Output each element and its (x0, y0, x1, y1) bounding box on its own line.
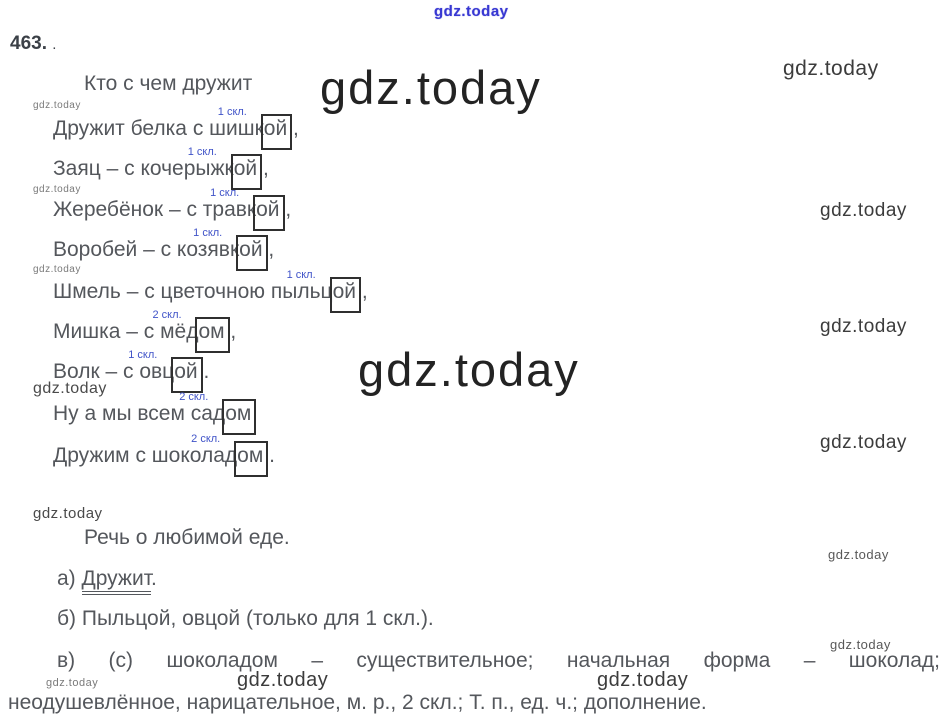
watermark-gdz-today-left-3: gdz.today (33, 264, 81, 275)
poem-line-text: Волк – с овц (53, 360, 175, 383)
case-ending-box: 1 скл. ой (128, 349, 204, 393)
poem-line-text: Мишка – с мёд (53, 320, 199, 343)
poem-line-text: Воробей – с козявк (53, 238, 240, 261)
poem-line-punctuation: . (263, 444, 275, 467)
declension-label: 2 скл. (191, 433, 221, 445)
watermark-gdz-today-bottom-2: gdz.today (237, 669, 329, 691)
answer-item-v-line2: неодушевлённое, нарицательное, м. р., 2 … (8, 691, 707, 714)
answer-a-suffix: . (151, 567, 157, 590)
poem-line: Шмель – с цветочною пыльц 1 скл. ой , (53, 269, 368, 313)
case-ending-box: 2 скл. ом (152, 309, 230, 353)
exercise-number-suffix: . (52, 36, 57, 53)
declension-label: 2 скл. (152, 309, 182, 321)
watermark-gdz-today-large-top: gdz.today (320, 61, 542, 114)
case-ending-box: 1 скл. ой (218, 106, 293, 150)
poem-line: Дружим с шоколад 2 скл. ом . (53, 433, 275, 477)
poem-line: Волк – с овц 1 скл. ой . (53, 349, 210, 393)
watermark-gdz-today-right-6: gdz.today (830, 637, 891, 652)
case-ending: ой (263, 117, 288, 140)
answer-item-a: а) Дружит. (57, 567, 157, 595)
poem-line: Ну а мы всем сад 2 скл. ом (53, 391, 257, 435)
case-ending-box: 2 скл. ом (191, 433, 269, 477)
case-ending: ой (233, 157, 258, 180)
case-ending-box: 2 скл. ом (179, 391, 257, 435)
watermark-gdz-today-left-1: gdz.today (33, 100, 81, 111)
declension-label: 1 скл. (286, 269, 316, 281)
case-ending-box: 1 скл. ой (188, 146, 263, 190)
watermark-gdz-today-large-middle: gdz.today (358, 343, 580, 396)
answer-item-b: б) Пыльцой, овцой (только для 1 скл.). (57, 607, 434, 630)
exercise-number: 463. . (10, 33, 56, 55)
poem-line: Дружит белка с шишк 1 скл. ой , (53, 106, 299, 150)
declension-label: 1 скл. (193, 227, 223, 239)
watermark-gdz-today-right-5: gdz.today (828, 547, 889, 562)
answer-a-predicate: Дружит (81, 567, 151, 595)
poem-line: Жеребёнок – с травк 1 скл. ой , (53, 187, 292, 231)
watermark-gdz-today-right-2: gdz.today (820, 200, 907, 221)
poem-line-punctuation: , (257, 157, 269, 180)
watermark-gdz-today-left-5: gdz.today (33, 505, 103, 522)
case-ending: ой (174, 360, 198, 383)
poem-line: Воробей – с козявк 1 скл. ой , (53, 227, 275, 271)
site-link[interactable]: gdz.today (434, 3, 509, 20)
poem-line-punctuation: , (355, 280, 368, 303)
poem-line: Мишка – с мёд 2 скл. ом , (53, 309, 237, 353)
answer-a-label: а) (57, 567, 82, 590)
poem-line-punctuation: , (262, 238, 275, 261)
case-ending: ой (239, 238, 263, 261)
watermark-gdz-today-left-2: gdz.today (33, 184, 81, 195)
case-ending-box: 1 скл. ой (210, 187, 286, 231)
declension-label: 1 скл. (217, 106, 247, 118)
case-ending: ом (198, 320, 225, 343)
declension-label: 2 скл. (179, 391, 209, 403)
answer-intro: Речь о любимой еде. (84, 526, 290, 549)
watermark-gdz-today-bottom-1: gdz.today (46, 677, 99, 689)
case-ending-box: 1 скл. ой (193, 227, 269, 271)
poem-line-punctuation: , (279, 198, 292, 221)
watermark-gdz-today-left-4: gdz.today (33, 380, 107, 397)
case-ending: ом (225, 402, 252, 425)
poem-line-text: Дружим с шоколад (53, 444, 238, 467)
declension-label: 1 скл. (210, 187, 240, 199)
watermark-gdz-today-right-4: gdz.today (820, 432, 907, 453)
poem-line-punctuation: , (287, 117, 299, 140)
poem-line: Заяц – с кочерыжк 1 скл. ой , (53, 146, 269, 190)
watermark-gdz-today-right-1: gdz.today (783, 57, 879, 80)
watermark-gdz-today-right-3: gdz.today (820, 316, 907, 337)
case-ending: ой (332, 280, 356, 303)
declension-label: 1 скл. (128, 349, 158, 361)
exercise-number-text: 463. (10, 33, 47, 54)
answer-item-v-line1: в) (с) шоколадом – существительное; нача… (57, 649, 940, 672)
case-ending: ой (256, 198, 280, 221)
case-ending: ом (237, 444, 264, 467)
poem-title: Кто с чем дружит (84, 72, 253, 95)
poem-line-text: Ну а мы всем сад (53, 402, 226, 425)
poem-line-punctuation: . (197, 360, 210, 383)
declension-label: 1 скл. (187, 146, 217, 158)
poem-line-text: Заяц – с кочерыжк (53, 157, 234, 180)
poem-line-text: Жеребёнок – с травк (53, 198, 257, 221)
watermark-gdz-today-bottom-3: gdz.today (597, 669, 689, 691)
poem-line-punctuation: , (224, 320, 237, 343)
case-ending-box: 1 скл. ой (287, 269, 362, 313)
poem-line-text: Шмель – с цветочною пыльц (53, 280, 333, 303)
poem-line-text: Дружит белка с шишк (53, 117, 264, 140)
